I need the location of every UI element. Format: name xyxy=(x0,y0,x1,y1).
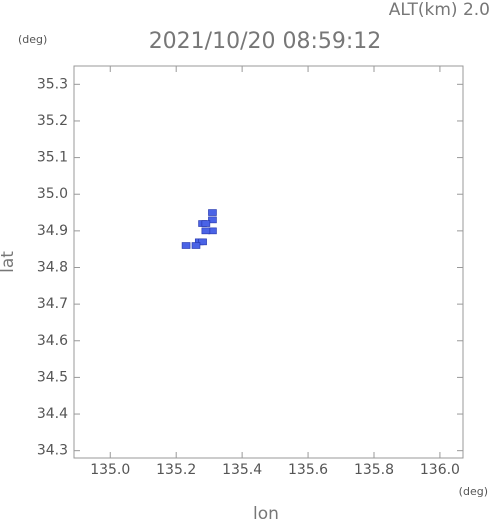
x-unit: (deg) xyxy=(459,485,488,498)
chart-title: 2021/10/20 08:59:12 xyxy=(149,29,382,54)
y-tick-label: 34.9 xyxy=(37,223,68,239)
y-axis-label: lat xyxy=(0,251,18,273)
x-tick-label: 135.0 xyxy=(90,462,130,478)
y-tick-label: 35.3 xyxy=(37,76,68,92)
echo-point xyxy=(208,209,217,216)
y-tick-label: 34.5 xyxy=(37,369,68,385)
y-tick-label: 34.3 xyxy=(37,443,68,459)
y-tick-label: 35.0 xyxy=(37,186,68,202)
echo-point xyxy=(198,238,207,246)
x-tick-label: 136.0 xyxy=(420,462,460,478)
x-tick-label: 135.8 xyxy=(354,462,394,478)
y-tick-label: 35.1 xyxy=(37,150,68,166)
plot-frame xyxy=(73,65,464,459)
echo-point xyxy=(201,220,211,227)
x-tick-label: 135.2 xyxy=(156,462,196,478)
y-tick-label: 35.2 xyxy=(37,113,68,129)
y-tick-label: 34.8 xyxy=(37,259,68,275)
y-tick-label: 34.4 xyxy=(37,406,68,422)
x-axis-label: lon xyxy=(253,504,279,521)
echo-point xyxy=(181,242,191,249)
y-tick-label: 34.6 xyxy=(37,333,68,349)
x-tick-label: 135.4 xyxy=(222,462,262,478)
echo-point xyxy=(208,216,217,224)
echo-point xyxy=(191,242,201,249)
y-unit: (deg) xyxy=(18,33,47,46)
altitude-label: ALT(km) 2.0 xyxy=(389,0,490,20)
y-tick-label: 34.7 xyxy=(37,296,68,312)
x-tick-label: 135.6 xyxy=(288,462,328,478)
echo-point xyxy=(201,227,211,235)
